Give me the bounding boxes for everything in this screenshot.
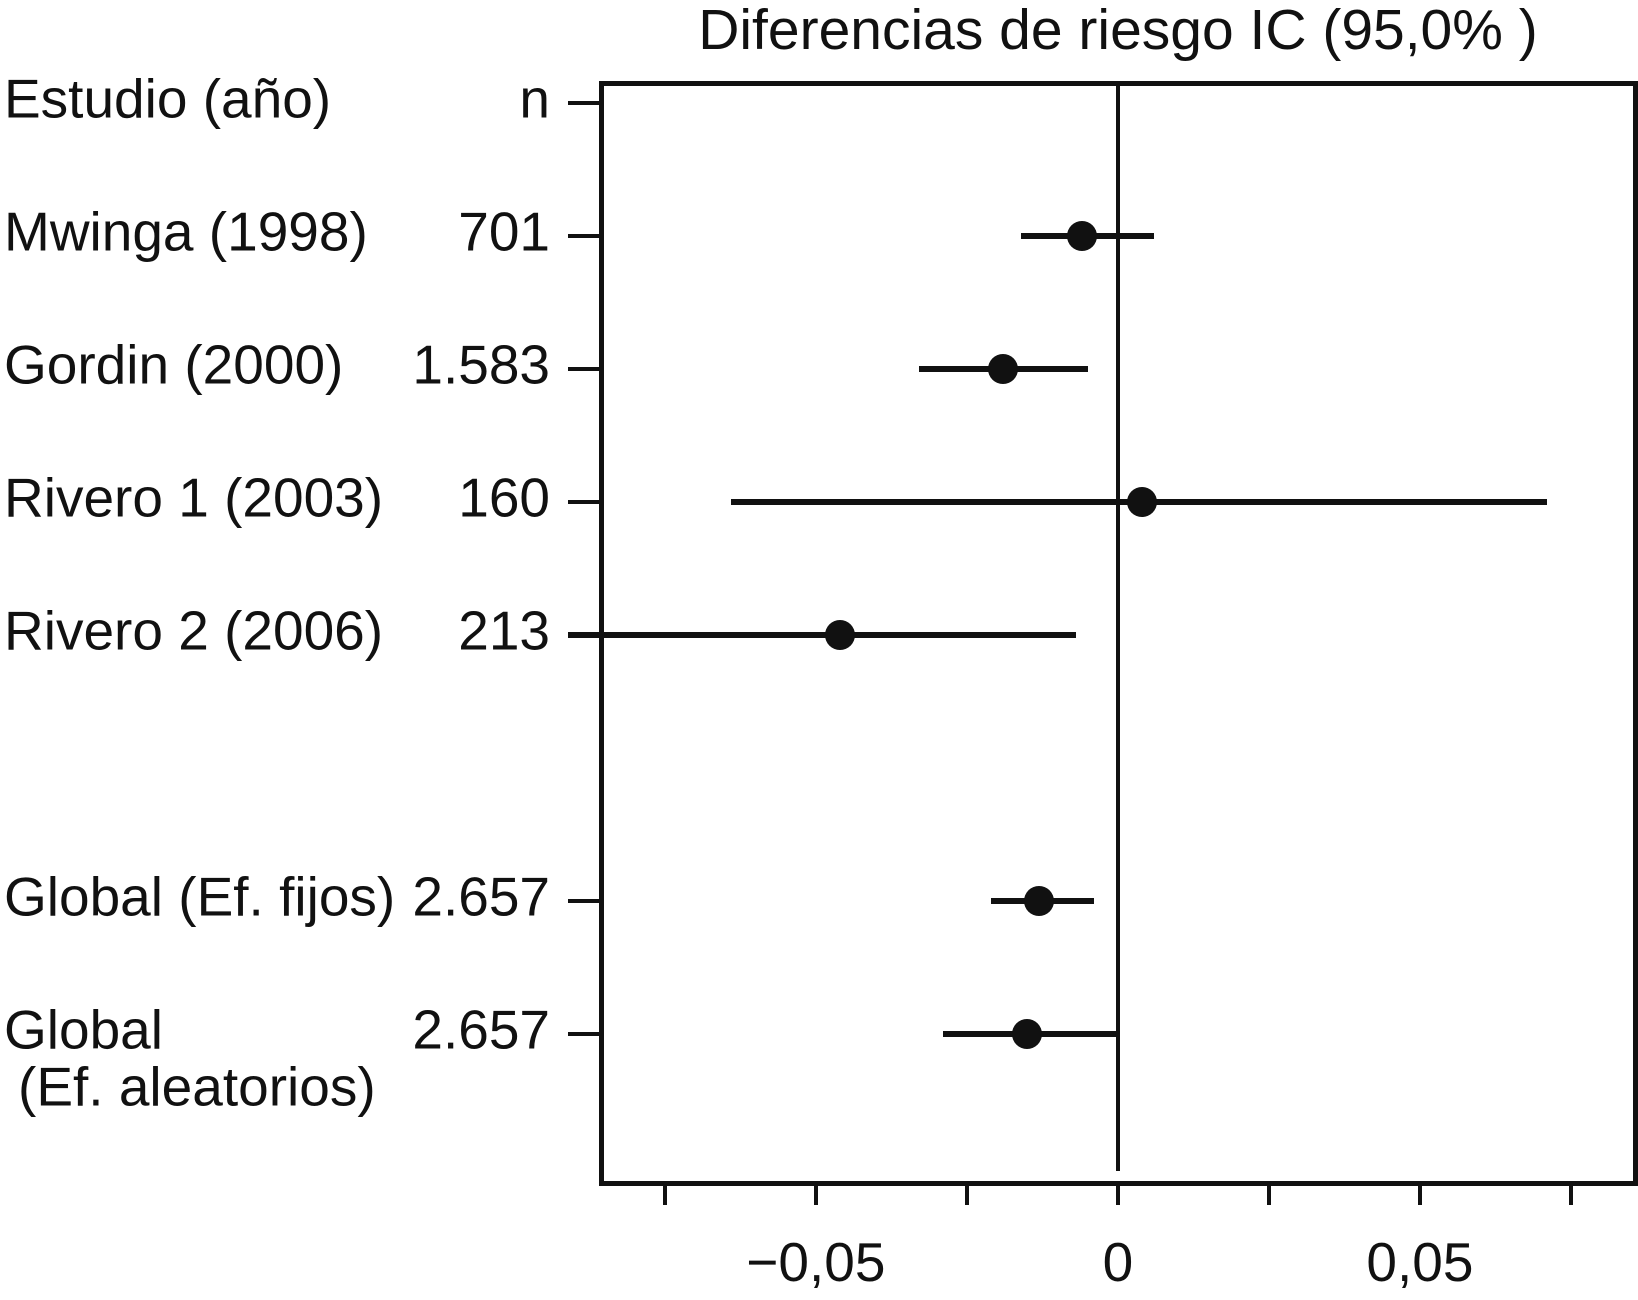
point-estimate xyxy=(988,354,1019,384)
study-label: Global (Ef. fijos) xyxy=(4,865,396,928)
study-label: Global xyxy=(4,998,163,1061)
x-axis-tick-label: −0,05 xyxy=(746,1231,886,1293)
x-axis-tick xyxy=(1417,1183,1422,1205)
chart-title: Diferencias de riesgo IC (95,0% ) xyxy=(698,0,1538,62)
row-tick xyxy=(568,367,602,371)
row-tick xyxy=(568,899,602,903)
study-label: Rivero 1 (2003) xyxy=(4,466,384,529)
x-axis-tick xyxy=(662,1183,667,1205)
x-axis-tick xyxy=(813,1183,818,1205)
point-estimate xyxy=(1012,1019,1043,1049)
zero-line xyxy=(1115,84,1120,1171)
column-header-study: Estudio (año) xyxy=(4,67,332,130)
study-n: 213 xyxy=(458,599,550,662)
confidence-interval-line xyxy=(568,632,1076,638)
row-tick xyxy=(568,101,602,105)
point-estimate xyxy=(1066,221,1097,251)
x-axis-tick xyxy=(1266,1183,1271,1205)
point-estimate xyxy=(1024,886,1055,916)
study-label: Rivero 2 (2006) xyxy=(4,599,384,662)
study-label-line2: (Ef. aleatorios) xyxy=(18,1055,376,1118)
x-axis-tick xyxy=(1568,1183,1573,1205)
study-label: Gordin (2000) xyxy=(4,333,344,396)
x-axis-tick-label: 0,05 xyxy=(1366,1231,1474,1293)
column-header-n: n xyxy=(519,67,550,130)
study-n: 1.583 xyxy=(412,333,550,396)
study-n: 2.657 xyxy=(412,998,550,1061)
x-axis-tick xyxy=(1115,1183,1120,1205)
study-n: 160 xyxy=(458,466,550,529)
row-tick xyxy=(568,234,602,238)
row-tick xyxy=(568,500,602,504)
x-axis-tick xyxy=(964,1183,969,1205)
study-n: 701 xyxy=(458,200,550,263)
study-n: 2.657 xyxy=(412,865,550,928)
row-tick xyxy=(568,1032,602,1036)
point-estimate xyxy=(1127,487,1158,517)
point-estimate xyxy=(825,620,855,650)
study-label: Mwinga (1998) xyxy=(4,200,368,263)
x-axis-tick-label: 0 xyxy=(1102,1231,1134,1293)
